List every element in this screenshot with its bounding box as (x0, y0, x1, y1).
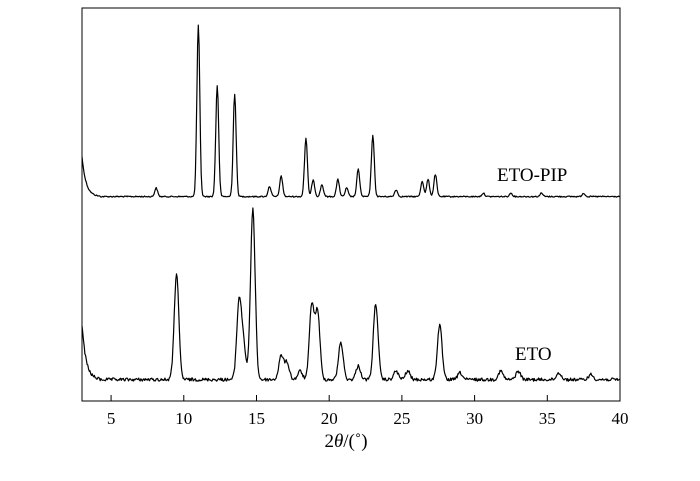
x-tick-label: 20 (321, 409, 338, 428)
x-tick-label: 10 (175, 409, 192, 428)
x-axis-title-prefix: 2 (324, 431, 334, 452)
x-axis-ticks: 5 10 15 20 25 30 35 40 (107, 395, 629, 428)
x-tick-label: 25 (393, 409, 410, 428)
series-line-eto (81, 207, 621, 382)
plot-frame (81, 7, 621, 402)
series-label-eto-pip: ETO-PIP (497, 165, 567, 186)
x-tick-label: 40 (612, 409, 629, 428)
x-tick-label: 30 (466, 409, 483, 428)
series-line-eto-pip (81, 24, 621, 198)
x-tick-label: 15 (248, 409, 265, 428)
series-label-eto: ETO (515, 344, 552, 365)
x-axis-title-theta: θ (334, 431, 343, 452)
x-axis-title-unit: /(˚) (343, 431, 367, 452)
x-tick-label: 5 (107, 409, 116, 428)
x-axis-title: 2θ/(˚) (324, 431, 367, 452)
x-tick-label: 35 (539, 409, 556, 428)
